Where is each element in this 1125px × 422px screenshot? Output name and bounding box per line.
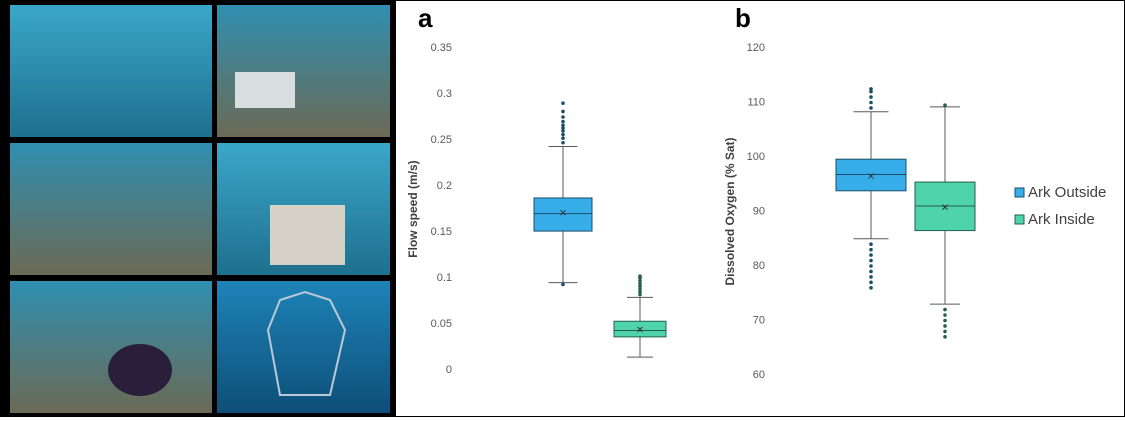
y-axis-label: Dissolved Oxygen (% Sat) (723, 137, 737, 285)
outlier (638, 292, 642, 297)
y-tick-label: 100 (747, 151, 765, 163)
outlier (638, 274, 642, 278)
outlier (561, 140, 565, 145)
box (533, 197, 593, 232)
y-tick-label: 60 (753, 369, 765, 381)
y-tick-label: 0.15 (431, 226, 452, 238)
outlier (638, 284, 642, 289)
mean-marker (637, 326, 643, 333)
photo (217, 5, 390, 137)
outlier (869, 106, 873, 110)
outlier (561, 109, 565, 114)
y-tick-label: 0 (446, 364, 452, 376)
outlier (869, 100, 873, 105)
y-tick-label: 0.35 (431, 42, 452, 54)
y-tick-label: 110 (747, 96, 765, 108)
outlier (561, 101, 565, 105)
panel-label: b (735, 3, 751, 33)
y-tick-label: 0.05 (431, 318, 452, 330)
outlier (638, 290, 642, 294)
outlier (638, 287, 642, 291)
photo-detail (266, 290, 347, 396)
box (835, 158, 907, 192)
y-axis-label: Flow speed (m/s) (406, 160, 420, 257)
outlier (561, 115, 565, 119)
outlier (943, 318, 947, 323)
outlier (638, 278, 642, 283)
outlier (561, 123, 565, 128)
outlier (943, 313, 947, 317)
legend-label: Ark Inside (1028, 211, 1095, 228)
y-tick-label: 80 (753, 260, 765, 272)
y-tick-label: 0.2 (437, 180, 452, 192)
outlier (561, 136, 565, 140)
outlier (869, 275, 873, 279)
photo-detail (270, 205, 345, 265)
y-tick-label: 90 (753, 205, 765, 217)
outlier (869, 253, 873, 257)
photo (10, 143, 212, 275)
outlier (943, 329, 947, 334)
photo-detail (108, 344, 172, 396)
outlier (943, 324, 947, 328)
photo-detail (235, 72, 295, 108)
outlier (869, 258, 873, 263)
photo (10, 5, 212, 137)
outlier (869, 280, 873, 285)
outlier (869, 264, 873, 268)
outlier (943, 103, 947, 108)
y-tick-label: 70 (753, 314, 765, 326)
mean-marker (868, 173, 874, 179)
photo (10, 281, 212, 413)
outlier (561, 132, 565, 137)
outlier (869, 286, 873, 290)
outlier (869, 242, 873, 246)
panel-label: a (418, 3, 433, 33)
outlier (561, 126, 565, 130)
outlier (869, 95, 873, 99)
outlier (561, 282, 565, 287)
outlier (638, 281, 642, 286)
legend-swatch (1014, 187, 1025, 198)
outlier (869, 247, 873, 252)
y-tick-label: 120 (747, 42, 765, 54)
outlier (869, 87, 873, 91)
y-tick-label: 0.1 (437, 272, 452, 284)
legend-swatch (1014, 214, 1025, 225)
outlier (561, 119, 565, 124)
outlier (943, 335, 947, 339)
y-tick-label: 0.3 (437, 88, 452, 100)
mean-marker (942, 204, 948, 210)
outlier (561, 129, 565, 133)
outlier (869, 89, 873, 94)
outlier (943, 307, 947, 312)
legend-label: Ark Outside (1028, 184, 1106, 201)
mean-marker (560, 209, 566, 216)
y-tick-label: 0.25 (431, 134, 452, 146)
photo (217, 281, 390, 413)
outlier (869, 269, 873, 274)
